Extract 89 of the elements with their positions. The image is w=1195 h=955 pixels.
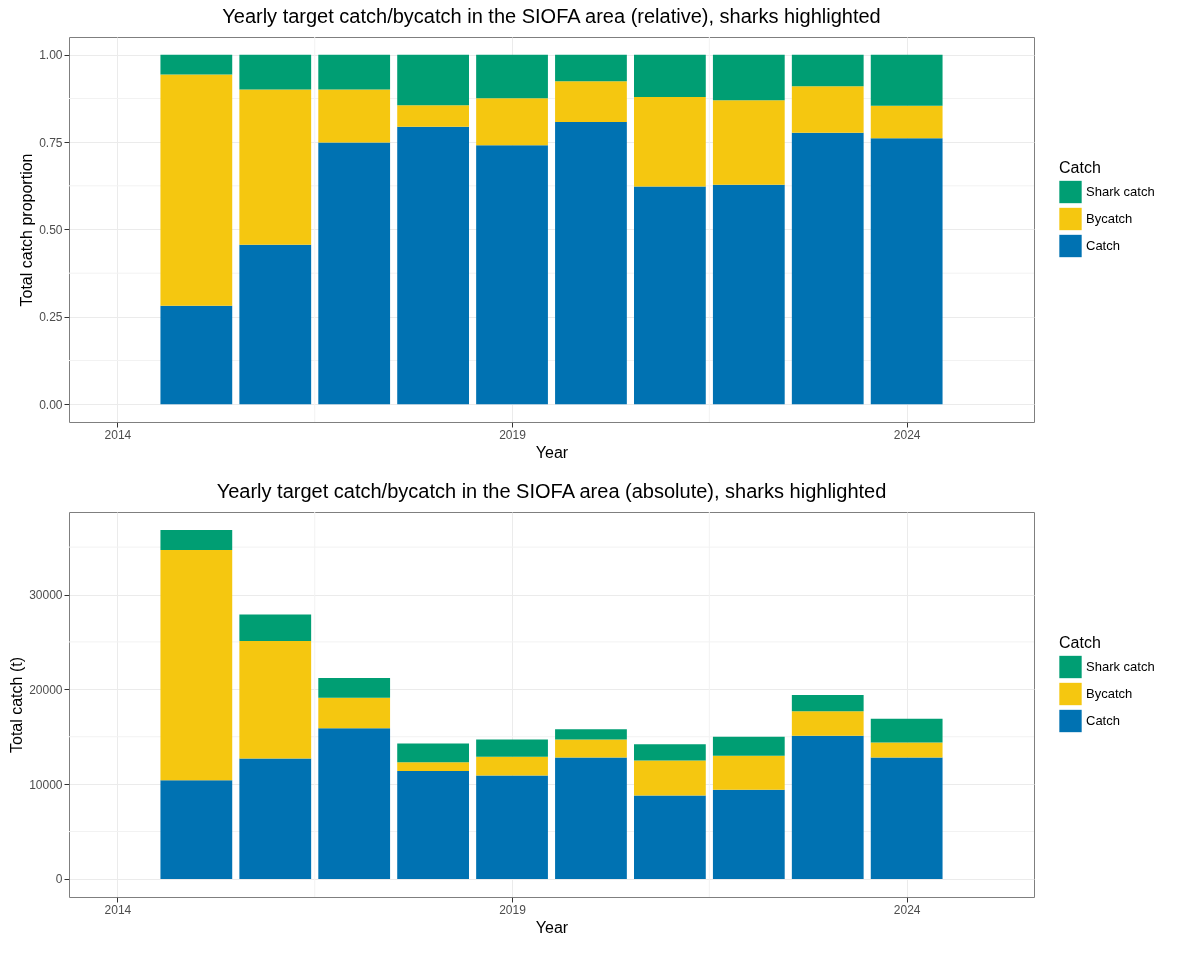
- legend-title: Catch: [1059, 158, 1101, 176]
- chart-title: Yearly target catch/bycatch in the SIOFA area (relative), sharks highlighted: [222, 4, 881, 27]
- bar: [870, 757, 943, 879]
- bar: [160, 54, 233, 75]
- bar: [476, 756, 548, 776]
- bar: [555, 757, 627, 879]
- bar: [239, 244, 312, 405]
- x-axis-title: Year: [535, 918, 569, 936]
- bar: [712, 789, 785, 879]
- legend-label: Bycatch: [1086, 686, 1133, 701]
- bar: [397, 743, 469, 763]
- y-tick-label: 1.00: [39, 48, 63, 63]
- bar: [239, 758, 312, 879]
- bar: [555, 121, 627, 405]
- bar: [791, 711, 864, 736]
- bar: [712, 100, 785, 185]
- bar: [791, 132, 864, 405]
- y-tick-label: 20000: [29, 682, 63, 697]
- y-tick-label: 0.50: [39, 223, 63, 237]
- legend-label: Bycatch: [1086, 211, 1133, 226]
- x-tick-label: 2014: [104, 902, 132, 917]
- bar: [555, 54, 627, 82]
- x-tick-label: 2019: [499, 427, 527, 442]
- bar: [318, 697, 391, 729]
- bar: [712, 54, 785, 101]
- legend-label: Catch: [1086, 238, 1120, 253]
- bar: [634, 795, 706, 879]
- bar: [555, 729, 627, 740]
- bar: [476, 739, 548, 757]
- bar: [476, 54, 548, 99]
- bar: [160, 530, 233, 550]
- bar: [318, 89, 391, 143]
- y-tick-label: 0.75: [39, 135, 63, 150]
- bar: [634, 760, 706, 796]
- x-tick-label: 2024: [893, 902, 921, 917]
- y-tick-label: 10000: [29, 777, 63, 792]
- x-tick-label: 2014: [104, 427, 132, 442]
- legend-title: Catch: [1059, 633, 1101, 651]
- bar: [476, 98, 548, 146]
- chart-title: Yearly target catch/bycatch in the SIOFA area (absolute), sharks highlighted: [216, 479, 887, 502]
- bar: [160, 305, 233, 405]
- bar: [397, 126, 469, 405]
- bar: [870, 742, 943, 758]
- x-axis-title: Year: [535, 443, 569, 461]
- legend-label: Catch: [1086, 713, 1120, 728]
- bar: [870, 718, 943, 743]
- bar: [870, 105, 943, 139]
- bar: [318, 54, 391, 90]
- bar: [476, 145, 548, 405]
- bar: [712, 184, 785, 405]
- bar: [791, 695, 864, 712]
- bar: [239, 640, 312, 759]
- x-tick-label: 2019: [499, 902, 527, 917]
- bar: [397, 54, 469, 106]
- bar: [634, 186, 706, 405]
- bar: [160, 74, 233, 306]
- bar: [555, 739, 627, 758]
- bar: [318, 728, 391, 879]
- bar: [318, 142, 391, 405]
- y-axis-title: Total catch (t): [8, 656, 26, 754]
- bar: [791, 54, 864, 87]
- bar: [239, 54, 312, 90]
- y-tick-label: 30000: [29, 588, 63, 602]
- bar: [870, 54, 943, 106]
- bar: [318, 677, 391, 698]
- y-tick-label: 0.25: [39, 310, 63, 325]
- bar: [397, 762, 469, 771]
- bar: [712, 736, 785, 756]
- bar: [239, 89, 312, 245]
- y-axis-title: Total catch proportion: [18, 153, 36, 307]
- bar: [712, 755, 785, 790]
- legend-label: Shark catch: [1086, 184, 1155, 199]
- y-tick-label: 0: [55, 872, 63, 887]
- bar: [397, 770, 469, 879]
- x-tick-label: 2024: [893, 427, 921, 442]
- bar: [160, 549, 233, 781]
- bar: [791, 735, 864, 879]
- bar: [239, 614, 312, 641]
- bar: [476, 775, 548, 879]
- bar: [555, 81, 627, 122]
- bar: [397, 105, 469, 127]
- legend-label: Shark catch: [1086, 659, 1155, 674]
- bar: [870, 138, 943, 405]
- y-tick-label: 0.00: [39, 397, 63, 412]
- bar: [160, 780, 233, 879]
- bar: [634, 54, 706, 98]
- bar: [634, 97, 706, 187]
- bar: [634, 744, 706, 761]
- bar: [791, 86, 864, 133]
